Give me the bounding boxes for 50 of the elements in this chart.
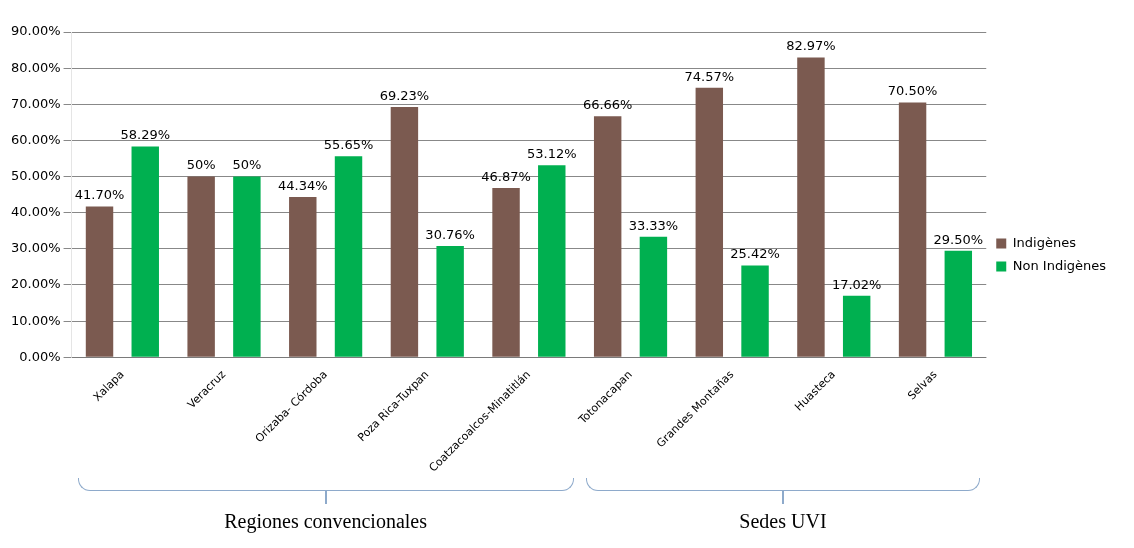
bar [639, 236, 668, 357]
data-label: 46.87% [481, 168, 531, 184]
data-label: 69.23% [379, 87, 430, 103]
bar [797, 57, 825, 357]
data-label: 30.76% [425, 226, 475, 242]
bar [538, 165, 566, 357]
data-label: 55.65% [323, 137, 374, 153]
bar [85, 206, 114, 357]
bar [842, 295, 871, 357]
data-label: 44.34% [277, 177, 328, 193]
y-tick-label: 70.00% [10, 95, 61, 111]
y-tick-label: 40.00% [10, 204, 61, 220]
data-label: 74.57% [684, 68, 735, 84]
y-tick-label: 50.00% [10, 167, 61, 183]
y-tick-label: 30.00% [10, 240, 61, 256]
bar [390, 107, 419, 357]
data-label: 58.29% [120, 127, 171, 143]
data-label: 82.97% [786, 38, 836, 54]
data-label: 41.70% [74, 187, 125, 203]
bar [492, 187, 520, 357]
bar [695, 87, 724, 357]
bar [233, 176, 261, 357]
bar [334, 156, 363, 357]
bar [289, 197, 317, 357]
data-label: 66.66% [582, 97, 633, 113]
y-tick-label: 90.00% [10, 23, 61, 39]
text: Sedes UVI [738, 510, 828, 533]
data-label: 17.02% [831, 276, 882, 292]
data-label: 50% [186, 157, 216, 173]
data-label: 33.33% [628, 217, 679, 233]
y-tick-label: 80.00% [10, 59, 61, 75]
bar [944, 250, 973, 357]
data-label: 25.42% [730, 246, 780, 262]
y-tick-label: 10.00% [10, 312, 61, 328]
data-label: 70.50% [887, 83, 938, 99]
bar [187, 176, 215, 357]
data-label: 29.50% [933, 231, 984, 247]
bar [741, 265, 769, 357]
data-label: 50% [232, 157, 262, 173]
legend-label: Non Indigènes [1012, 257, 1107, 273]
text: Regiones convencionales [223, 510, 428, 533]
y-tick-label: 20.00% [10, 276, 61, 292]
bar [436, 246, 464, 357]
bar [593, 116, 622, 357]
bar [131, 146, 159, 357]
bar [898, 102, 927, 357]
y-tick-label: 60.00% [10, 131, 61, 147]
legend-label: Indigènes [1012, 234, 1077, 250]
data-label: 53.12% [526, 146, 577, 162]
y-tick-label: 0.00% [19, 348, 61, 364]
